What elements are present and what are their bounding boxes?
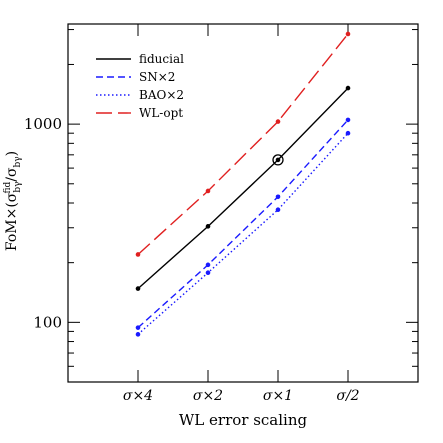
data-point (205, 270, 211, 275)
highlight-marker (272, 154, 284, 166)
x-axis-label: WL error scaling (179, 411, 308, 429)
x-tick-label: σ/2 (336, 388, 359, 404)
data-point (205, 188, 211, 194)
y-axis-label-part: /σ (4, 167, 20, 182)
legend-item: BAO×2 (96, 88, 184, 102)
x-tick-label: σ×4 (123, 388, 153, 404)
y-tick-label: 1000 (24, 115, 62, 133)
y-axis-label: FoM×(σbγfid/σbγ) (3, 151, 23, 251)
series-BAO×2 (135, 130, 351, 337)
data-point (135, 332, 141, 337)
data-point (205, 224, 211, 229)
data-point (345, 85, 351, 91)
data-point (345, 130, 351, 136)
y-tick-label: 100 (33, 313, 62, 331)
series-line (137, 87, 349, 290)
series-WL-opt (135, 31, 351, 257)
y-axis-label-part: bγ (13, 156, 23, 167)
series-line (137, 132, 349, 335)
legend-label: SN×2 (139, 70, 175, 84)
y-axis-label-part: ) (4, 151, 20, 156)
series-fiducial (135, 85, 351, 291)
data-point (345, 31, 351, 37)
legend-label: WL-opt (139, 106, 183, 120)
legend-item: WL-opt (96, 106, 183, 120)
legend-label: fiducial (139, 52, 184, 66)
x-tick-label: σ×1 (263, 388, 293, 404)
legend: fiducial SN×2 BAO×2 WL-opt (96, 52, 184, 120)
data-point (275, 119, 281, 124)
y-axis-label-part: FoM×(σ (4, 192, 20, 251)
x-tick-label: σ×2 (193, 388, 223, 404)
data-point (345, 117, 351, 123)
legend-item: fiducial (96, 52, 184, 66)
data-point (135, 286, 141, 291)
plot-area: 100 1000 σ×4 σ×2 σ×1 σ/2 (24, 23, 419, 404)
data-point (275, 157, 281, 163)
series-line (137, 119, 349, 329)
legend-label: BAO×2 (139, 88, 184, 102)
data-point (275, 207, 281, 213)
series-layer (135, 31, 351, 337)
legend-item: SN×2 (96, 70, 175, 84)
data-point (135, 325, 141, 330)
series-line (137, 33, 349, 255)
data-point (205, 262, 211, 268)
y-axis-label-part: fid (3, 182, 13, 194)
data-point (135, 252, 141, 257)
data-point (275, 194, 281, 200)
series-SN×2 (135, 117, 351, 330)
y-axis-label-part: bγ (13, 182, 23, 193)
